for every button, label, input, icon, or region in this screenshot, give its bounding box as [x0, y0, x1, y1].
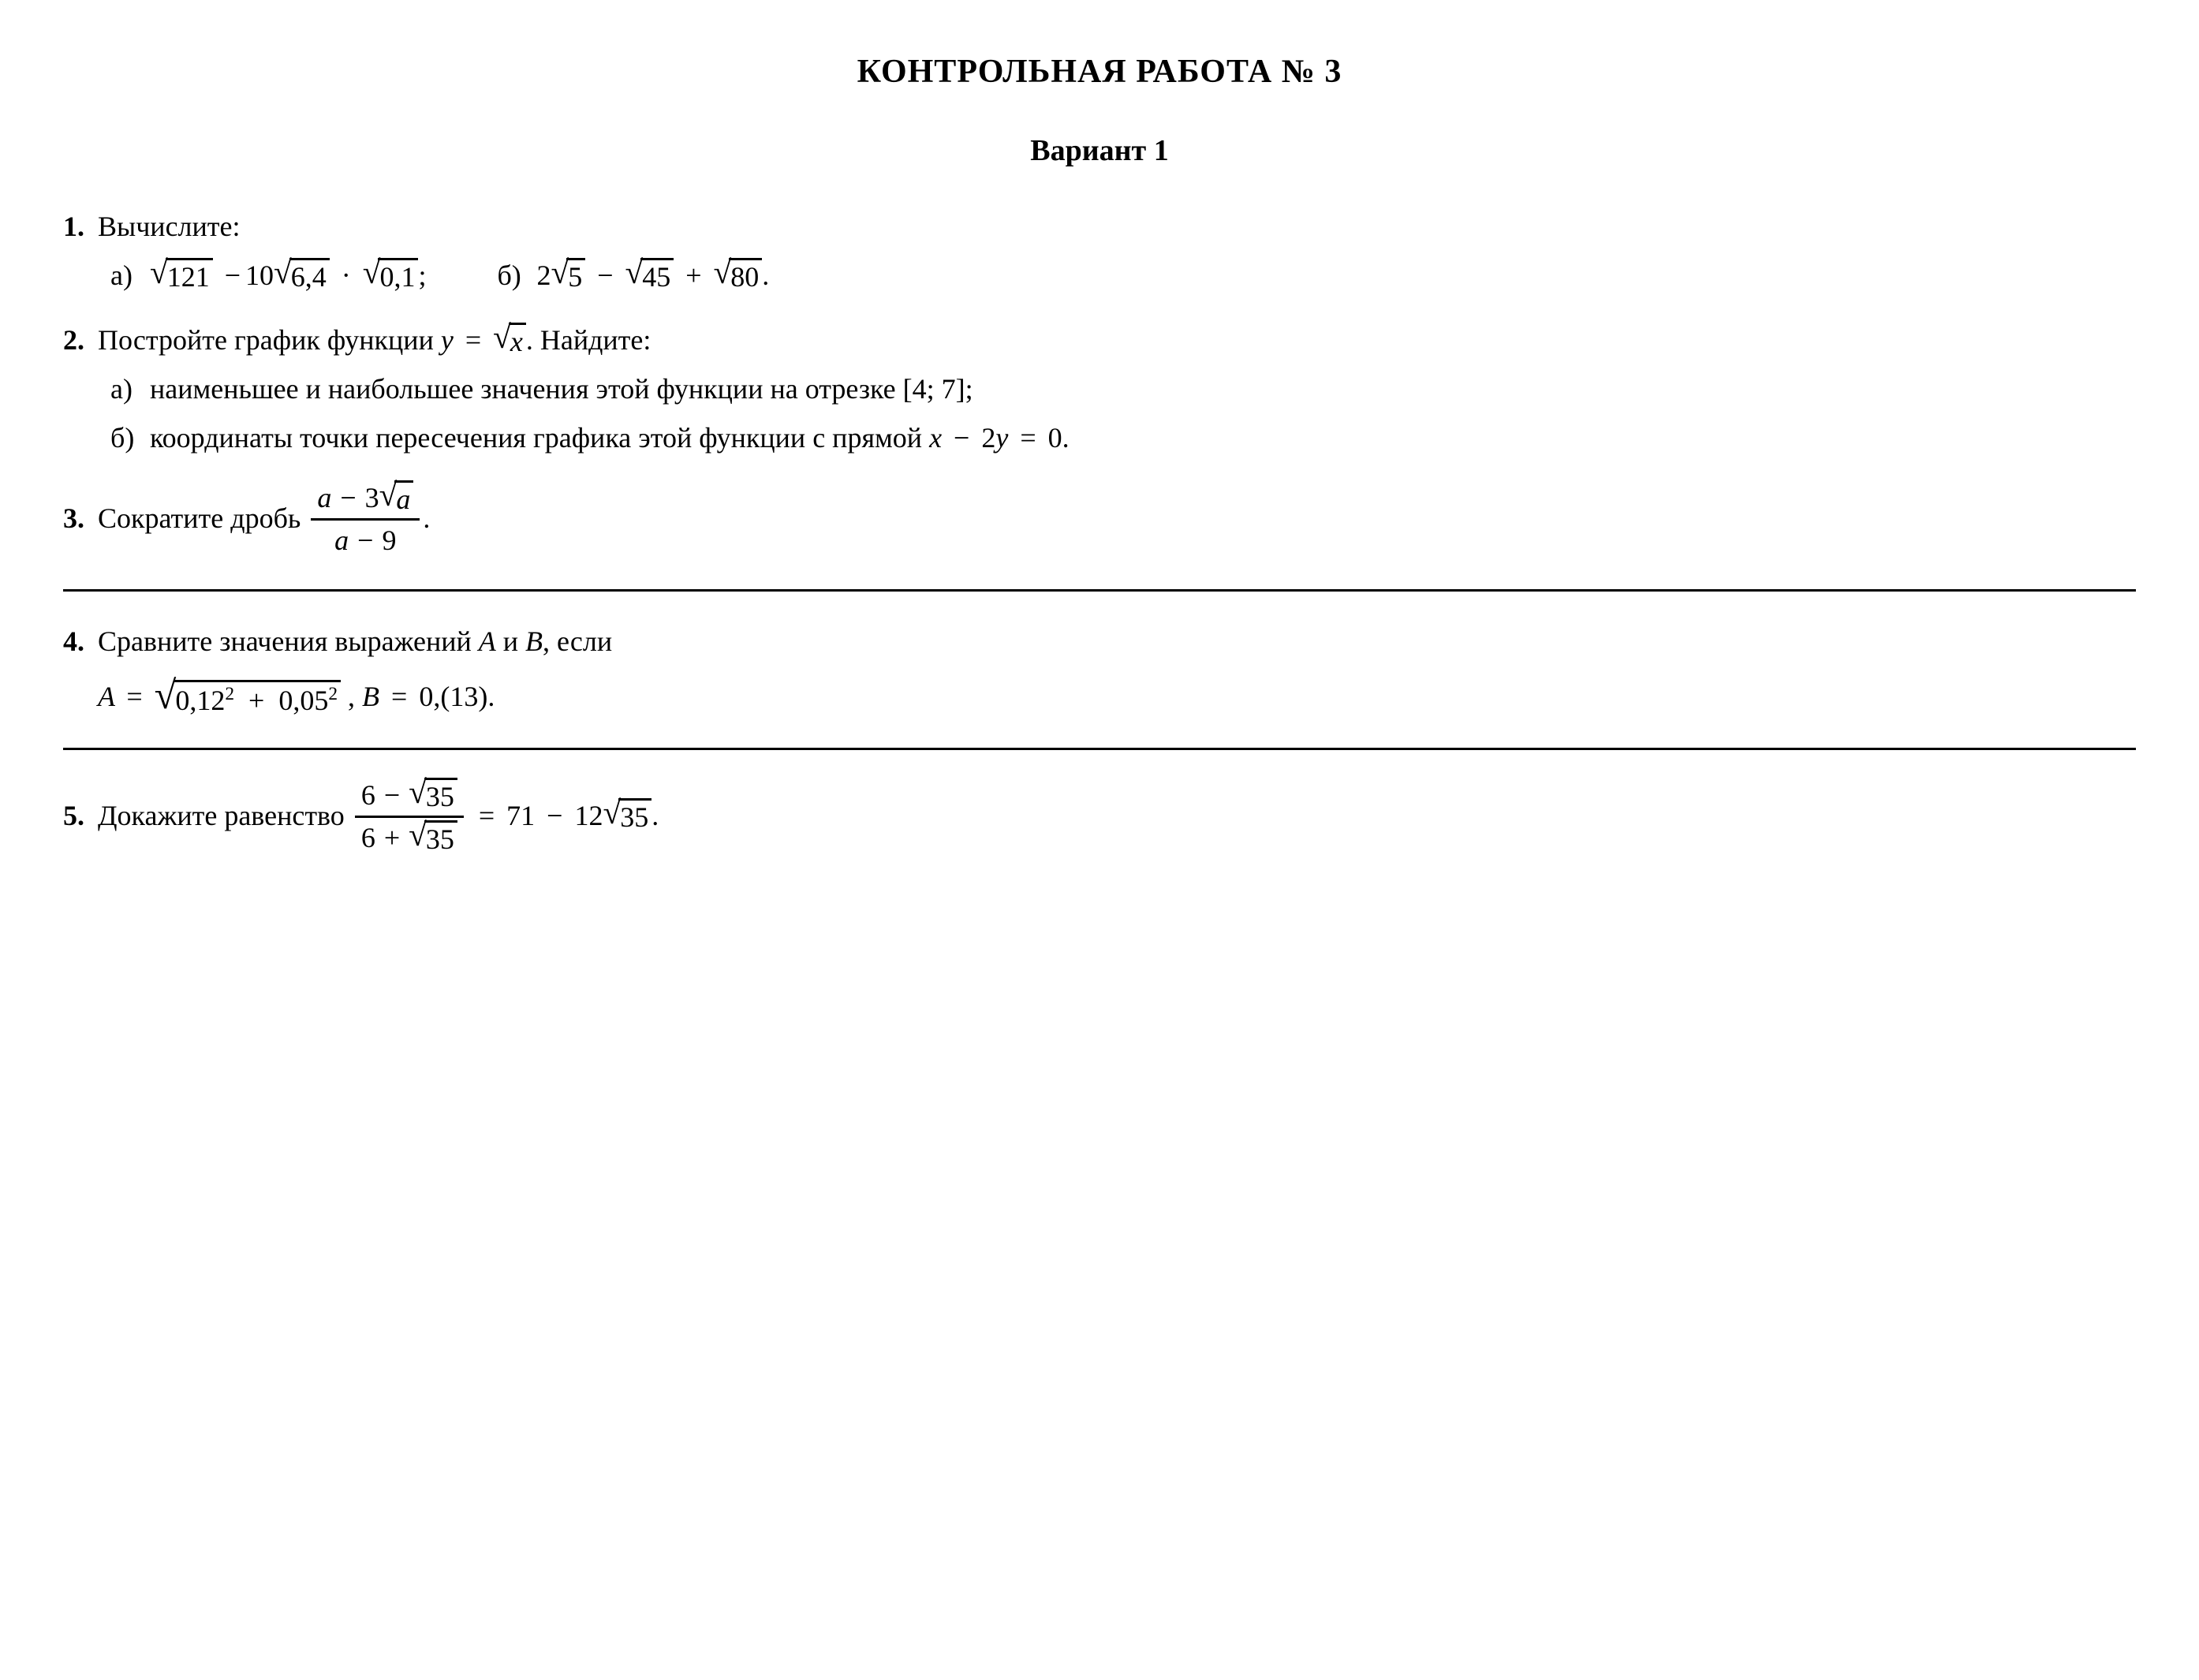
definition-A: A = √0,122 + 0,052 — [98, 681, 348, 712]
problem-number: 2. — [63, 319, 98, 361]
problem-2: 2. Постройте график функции y = √x. Найд… — [63, 319, 2136, 459]
subpart-2b: б) координаты точки пересечения графика … — [110, 416, 2136, 459]
problem-text: Постройте график функции y = √x. Найдите… — [98, 319, 2136, 361]
problem-text: Сравните значения выражений A и B, если — [98, 620, 2136, 663]
fraction-3: a − 3√a a − 9 — [311, 480, 420, 559]
problem-text: Докажите равенство 6 − √35 6 + √35 = 71 … — [98, 778, 2136, 858]
subpart-letter: а) — [110, 368, 150, 410]
subpart-1a: а) √121 −10√6,4 · √0,1; — [110, 254, 426, 297]
problem-number: 5. — [63, 794, 98, 837]
math-expr-1a: √121 −10√6,4 · √0,1; — [150, 254, 426, 297]
subpart-1b: б) 2√5 − √45 + √80. — [497, 254, 769, 297]
problem-text: Сократите дробь a − 3√a a − 9 . — [98, 481, 2136, 561]
subpart-letter: б) — [110, 416, 150, 459]
page-subtitle: Вариант 1 — [63, 129, 2136, 174]
section-rule — [63, 748, 2136, 750]
page-title: КОНТРОЛЬНАЯ РАБОТА № 3 — [63, 47, 2136, 97]
math-expr-1b: 2√5 − √45 + √80. — [536, 254, 769, 297]
subpart-2a: а) наименьшее и наибольшее значения этой… — [110, 368, 2136, 410]
section-rule — [63, 589, 2136, 592]
problem-number: 4. — [63, 620, 98, 663]
problem-4: 4. Сравните значения выражений A и B, ес… — [63, 620, 2136, 719]
problem-text: Вычислите: — [98, 205, 2136, 248]
problem-number: 3. — [63, 497, 98, 539]
subpart-text: наименьшее и наибольшее значения этой фу… — [150, 368, 2136, 410]
subpart-letter: б) — [497, 254, 536, 297]
problem-5: 5. Докажите равенство 6 − √35 6 + √35 = … — [63, 778, 2136, 858]
problem-number: 1. — [63, 205, 98, 248]
subpart-letter: а) — [110, 254, 150, 297]
fraction-5: 6 − √35 6 + √35 — [355, 777, 464, 857]
problem-1: 1. Вычислите: а) √121 −10√6,4 · √0,1; б)… — [63, 205, 2136, 297]
subpart-text: координаты точки пересечения графика это… — [150, 416, 2136, 459]
definition-B: B = 0,(13) — [362, 681, 487, 712]
problem-3: 3. Сократите дробь a − 3√a a − 9 . — [63, 481, 2136, 561]
